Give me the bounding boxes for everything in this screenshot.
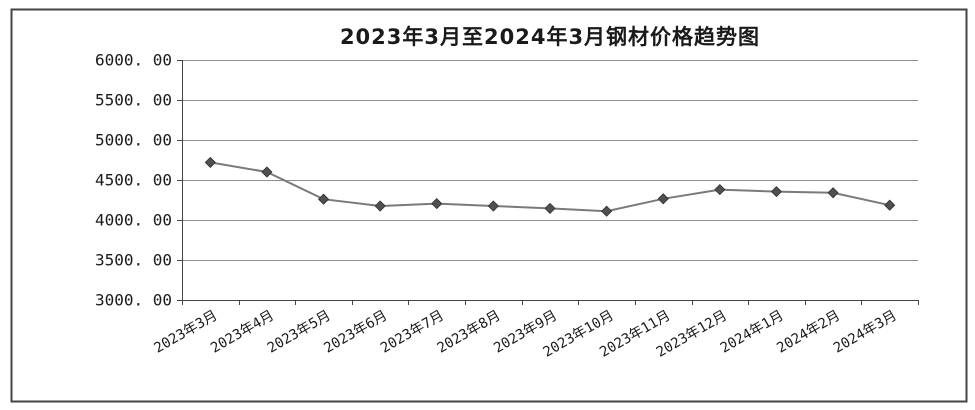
- y-tick-label: 5500. 00: [95, 91, 172, 110]
- x-tick-label: 2023年7月: [378, 308, 447, 357]
- data-point-marker: [657, 193, 669, 205]
- x-tick-label: 2024年2月: [774, 308, 843, 357]
- y-tick-label: 3000. 00: [95, 291, 172, 310]
- data-point-marker: [884, 199, 896, 211]
- data-point-marker: [827, 187, 839, 199]
- x-tick-label: 2023年8月: [435, 308, 504, 357]
- data-point-marker: [431, 198, 443, 210]
- data-point-marker: [544, 202, 556, 214]
- data-point-marker: [317, 193, 330, 205]
- chart-title: 2023年3月至2024年3月钢材价格趋势图: [339, 25, 761, 49]
- x-tick-label: 2024年3月: [831, 308, 900, 357]
- x-tick-label: 2023年3月: [152, 308, 221, 357]
- y-tick-label: 5000. 00: [95, 131, 172, 150]
- y-tick-label: 4500. 00: [95, 171, 172, 190]
- y-tick-label: 4000. 00: [95, 211, 172, 230]
- data-point-marker: [770, 186, 783, 198]
- y-tick-label: 6000. 00: [95, 51, 172, 70]
- x-tick-label: 2024年1月: [718, 308, 787, 357]
- data-point-marker: [204, 156, 216, 168]
- x-tick-label: 2023年4月: [208, 308, 277, 357]
- chart-frame: [10, 8, 968, 403]
- data-point-marker: [261, 166, 273, 178]
- x-tick-label: 2023年6月: [321, 308, 390, 357]
- y-tick-label: 3500. 00: [95, 251, 172, 270]
- data-point-marker: [374, 200, 386, 212]
- data-point-marker: [487, 200, 499, 212]
- data-point-marker: [714, 184, 726, 196]
- x-tick-label: 2023年5月: [265, 308, 334, 357]
- data-point-marker: [601, 205, 613, 217]
